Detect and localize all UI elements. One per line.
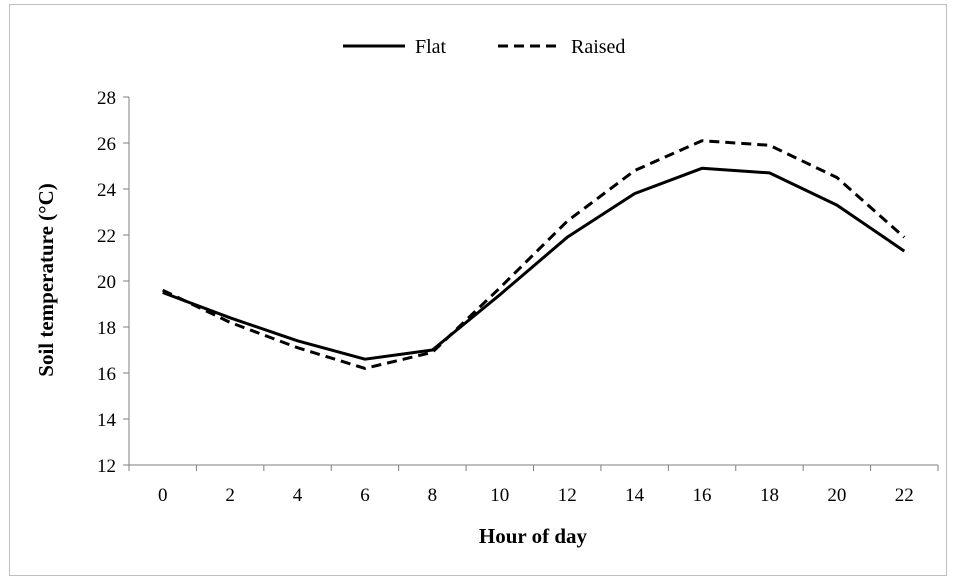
y-tick-label: 28 [97,88,116,109]
y-tick-label: 16 [97,364,116,385]
legend-label-flat: Flat [415,36,447,58]
x-tick-label: 14 [625,485,645,506]
legend-label-raised: Raised [571,36,625,58]
x-tick-label: 8 [428,485,438,506]
x-tick-label: 20 [827,485,846,506]
y-tick-label: 24 [97,180,117,201]
x-tick-label: 0 [158,485,168,506]
y-tick-label: 22 [97,226,116,247]
axes [123,96,939,471]
y-tick-label: 26 [97,134,116,155]
series-line-flat [162,166,906,361]
y-tick-label: 14 [97,410,117,431]
x-tick-label: 12 [558,485,577,506]
x-tick-label: 4 [293,485,303,506]
y-tick-labels: 12 14 16 18 20 22 24 26 28 [97,88,117,477]
x-tick-label: 22 [895,485,914,506]
x-tick-label: 6 [360,485,370,506]
legend: Flat Raised [343,36,625,58]
y-axis-title: Soil temperature (°C) [34,183,58,376]
y-tick-label: 12 [97,456,116,477]
series-lines [162,139,906,370]
x-tick-label: 18 [760,485,779,506]
x-tick-label: 16 [693,485,712,506]
y-tick-label: 18 [97,318,116,339]
x-tick-label: 10 [490,485,509,506]
y-tick-label: 20 [97,272,116,293]
x-axis-title: Hour of day [479,524,588,548]
x-tick-labels: 0 2 4 6 8 10 12 14 16 18 20 22 [158,485,914,506]
x-tick-label: 2 [225,485,235,506]
series-line-raised [162,139,906,370]
